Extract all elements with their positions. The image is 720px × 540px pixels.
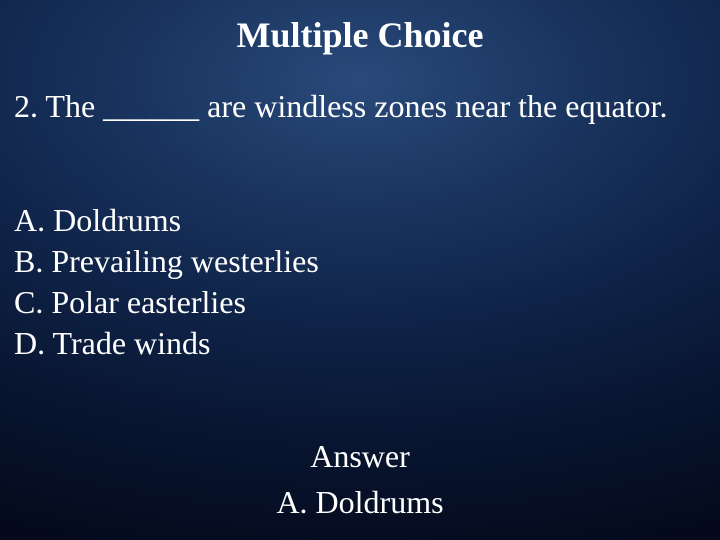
answer-choices: A. Doldrums B. Prevailing westerlies C. … [14,200,706,364]
choice-c: C. Polar easterlies [14,282,706,323]
answer-label: Answer [0,438,720,475]
slide-title: Multiple Choice [0,14,720,56]
choice-d: D. Trade winds [14,323,706,364]
answer-value: A. Doldrums [0,484,720,521]
choice-b: B. Prevailing westerlies [14,241,706,282]
question-text: 2. The ______ are windless zones near th… [14,86,706,126]
choice-a: A. Doldrums [14,200,706,241]
